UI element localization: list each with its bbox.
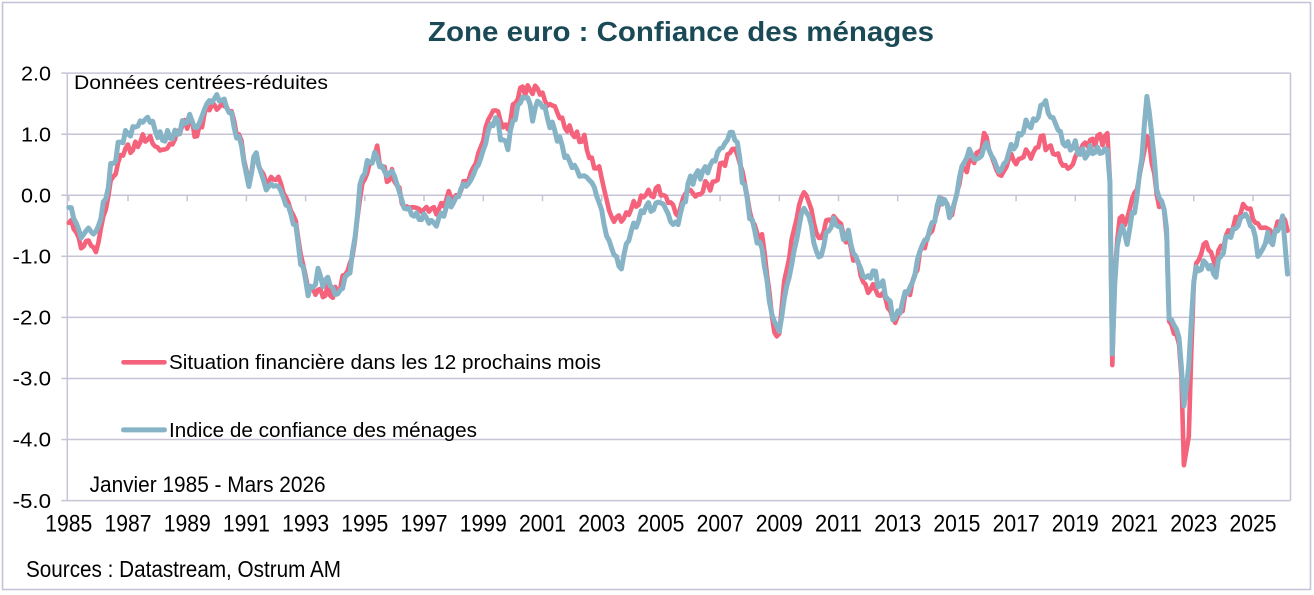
svg-text:1993: 1993 [282,511,329,538]
svg-text:0.0: 0.0 [21,184,51,207]
svg-text:-3.0: -3.0 [13,368,52,391]
svg-text:2003: 2003 [578,511,625,538]
svg-text:1995: 1995 [341,511,388,538]
svg-text:-1.0: -1.0 [13,246,52,269]
svg-text:2017: 2017 [993,511,1040,538]
svg-text:2007: 2007 [697,511,744,538]
svg-text:1.0: 1.0 [21,123,51,146]
svg-text:-5.0: -5.0 [13,490,52,513]
svg-text:1997: 1997 [401,511,448,538]
svg-text:2021: 2021 [1111,511,1158,538]
svg-text:2011: 2011 [815,511,862,538]
svg-text:2001: 2001 [519,511,566,538]
svg-text:1999: 1999 [460,511,507,538]
svg-text:-2.0: -2.0 [13,307,52,330]
svg-text:1987: 1987 [105,511,152,538]
svg-text:1991: 1991 [223,511,270,538]
svg-text:2013: 2013 [874,511,921,538]
svg-text:1985: 1985 [45,511,92,538]
svg-text:Indice de confiance des ménage: Indice de confiance des ménages [169,419,477,442]
svg-text:2009: 2009 [756,511,803,538]
svg-text:2015: 2015 [933,511,980,538]
svg-text:Données centrées-réduites: Données centrées-réduites [74,72,328,94]
svg-text:Situation financière dans les: Situation financière dans les 12 prochai… [169,351,601,374]
svg-text:Sources : Datastream, Ostrum A: Sources : Datastream, Ostrum AM [26,556,341,582]
svg-text:Janvier 1985 - Mars 2026: Janvier 1985 - Mars 2026 [90,472,326,497]
svg-text:-4.0: -4.0 [13,429,52,452]
svg-text:Zone euro : Confiance des ména: Zone euro : Confiance des ménages [428,16,934,47]
svg-text:2019: 2019 [1052,511,1099,538]
svg-text:2005: 2005 [637,511,684,538]
svg-text:2.0: 2.0 [21,62,51,85]
svg-text:1989: 1989 [164,511,211,538]
svg-text:2025: 2025 [1230,511,1277,538]
svg-text:2023: 2023 [1170,511,1217,538]
